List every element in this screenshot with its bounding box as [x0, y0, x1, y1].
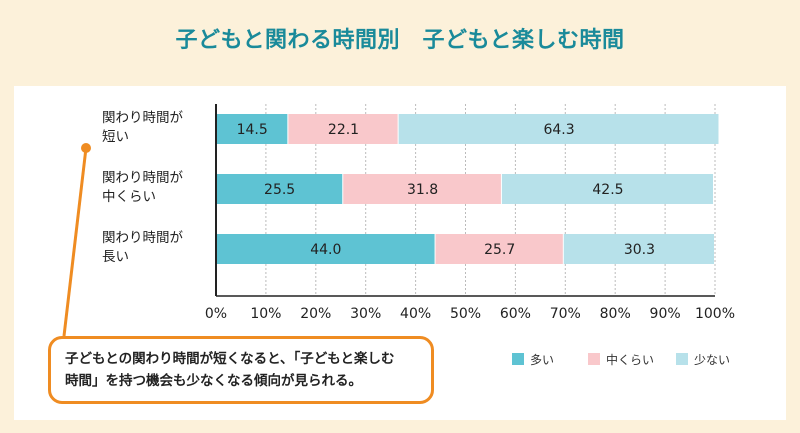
data-label: 30.3 — [624, 242, 655, 258]
x-tick-label: 90% — [650, 306, 681, 322]
data-label: 42.5 — [592, 182, 623, 198]
x-tick-label: 0% — [205, 306, 227, 322]
legend-item-medium: 中くらい — [588, 350, 654, 368]
callout-connector — [62, 147, 88, 337]
category-label: 関わり時間が — [102, 170, 183, 186]
data-label: 31.8 — [407, 182, 438, 198]
bar — [288, 114, 398, 144]
note-line-1: 子どもとの関わり時間が短くなると、「子どもと楽しむ — [65, 351, 395, 367]
chart-title: 子どもと関わる時間別 子どもと楽しむ時間 — [175, 28, 625, 53]
x-tick-label: 100% — [695, 306, 735, 322]
data-label: 25.7 — [484, 242, 515, 258]
legend-label-few: 少ない — [694, 352, 731, 367]
legend-label-medium: 中くらい — [606, 352, 655, 367]
bar — [435, 234, 563, 264]
x-tick-label: 30% — [350, 306, 381, 322]
legend-swatch-few — [676, 353, 688, 365]
legend-item-few: 少ない — [676, 350, 730, 368]
legend: 多い 中くらい 少ない — [512, 350, 752, 370]
data-label: 64.3 — [543, 122, 574, 138]
note-line-2: 時間」を持つ機会も少なくなる傾向が見られる。 — [65, 373, 362, 389]
x-tick-label: 40% — [400, 306, 431, 322]
data-label: 44.0 — [310, 242, 341, 258]
legend-swatch-many — [512, 353, 524, 365]
note-callout: 子どもとの関わり時間が短くなると、「子どもと楽しむ 時間」を持つ機会も少なくなる… — [48, 336, 434, 404]
category-label: 長い — [102, 249, 129, 265]
bar — [563, 234, 714, 264]
data-label: 14.5 — [237, 122, 268, 138]
legend-swatch-medium — [588, 353, 600, 365]
x-tick-label: 70% — [550, 306, 581, 322]
x-tick-label: 10% — [250, 306, 281, 322]
category-label: 中くらい — [102, 189, 156, 205]
category-label: 短い — [102, 129, 129, 145]
bar — [216, 114, 288, 144]
legend-label-many: 多い — [530, 352, 555, 367]
bar — [398, 114, 719, 144]
bar — [216, 174, 343, 204]
category-label: 関わり時間が — [102, 230, 183, 246]
category-label: 関わり時間が — [102, 110, 183, 126]
bar — [216, 234, 435, 264]
x-tick-label: 20% — [300, 306, 331, 322]
bar — [343, 174, 501, 204]
x-tick-label: 80% — [600, 306, 631, 322]
bar — [501, 174, 714, 204]
x-tick-label: 50% — [450, 306, 481, 322]
legend-item-many: 多い — [512, 350, 554, 368]
x-tick-label: 60% — [500, 306, 531, 322]
data-label: 22.1 — [328, 122, 359, 138]
callout-dot — [81, 143, 91, 153]
data-label: 25.5 — [264, 182, 295, 198]
